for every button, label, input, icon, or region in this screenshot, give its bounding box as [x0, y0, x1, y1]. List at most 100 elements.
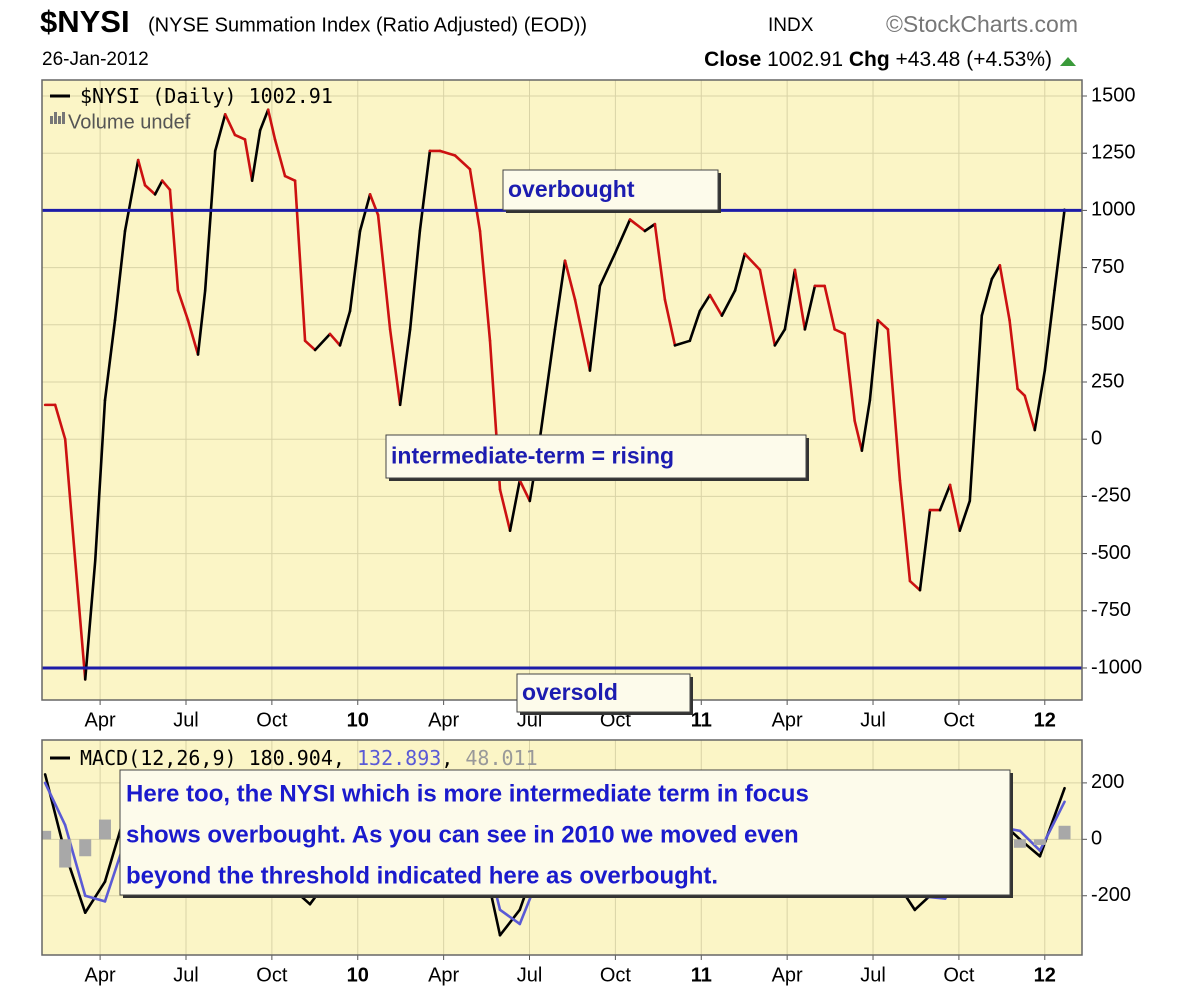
y-tick-label: 0: [1091, 427, 1102, 449]
line-segment: [63, 437, 77, 562]
line-segment: [958, 499, 972, 533]
line-segment: [283, 174, 297, 182]
y-tick-label: 500: [1091, 313, 1124, 335]
line-segment: [136, 158, 147, 187]
line-segment: [418, 149, 432, 233]
date: 26-Jan-2012: [42, 49, 149, 70]
line-segment: [303, 339, 317, 352]
legend: $NYSI (Daily) 1002.91: [80, 84, 333, 108]
line-segment: [918, 508, 932, 592]
line-segment: [1018, 829, 1042, 852]
line-segment: [833, 328, 846, 336]
line-segment: [313, 332, 332, 352]
volume-icon: [58, 116, 61, 124]
line-segment: [93, 398, 107, 562]
x-tick-label: Jul: [517, 964, 543, 986]
line-segment: [803, 284, 817, 331]
legend-separator: ,: [441, 746, 453, 770]
y-tick-label: -1000: [1091, 656, 1142, 678]
histogram-bar: [1033, 839, 1046, 845]
line-segment: [990, 264, 1002, 281]
line-segment: [176, 289, 190, 322]
x-tick-label: Apr: [772, 964, 803, 986]
line-segment: [113, 229, 127, 322]
line-segment: [758, 268, 777, 347]
line-segment: [1016, 387, 1027, 398]
line-segment: [948, 483, 962, 533]
line-segment: [223, 113, 237, 137]
chart-title: $NYSI: [40, 4, 130, 39]
line-segment: [83, 559, 97, 681]
x-tick-label: Oct: [600, 964, 632, 986]
x-tick-label: Apr: [772, 709, 803, 731]
legend-value: 48.011: [465, 746, 537, 770]
line-segment: [793, 268, 807, 331]
chart-subtitle: (NYSE Summation Index (Ratio Adjusted) (…: [148, 14, 587, 36]
line-segment: [743, 252, 762, 272]
line-segment: [388, 328, 402, 407]
annotation-box: [385, 434, 807, 479]
line-segment: [273, 138, 287, 178]
x-tick-label: 12: [1034, 709, 1056, 731]
x-tick-label: Oct: [943, 709, 975, 731]
x-tick-label: Apr: [428, 709, 459, 731]
legend: MACD(12,26,9) 180.904, 132.893, 48.011: [80, 746, 538, 770]
line-segment: [886, 328, 902, 482]
line-segment: [153, 179, 164, 196]
line-segment: [663, 298, 677, 347]
quote: Close 1002.91 Chg +43.48 (+4.53%): [704, 48, 1052, 71]
line-segment: [1053, 208, 1066, 292]
line-segment: [518, 479, 532, 503]
line-segment: [196, 289, 207, 356]
line-segment: [1008, 318, 1019, 391]
x-tick-label: Apr: [428, 964, 459, 986]
y-tick-label: 200: [1091, 771, 1124, 793]
line-segment: [53, 403, 67, 441]
line-segment: [538, 328, 557, 441]
line-segment: [398, 328, 412, 407]
x-tick-label: 11: [691, 709, 712, 731]
line-segment: [508, 479, 522, 533]
line-segment: [83, 880, 107, 914]
note-line: beyond the threshold indicated here as o…: [126, 862, 718, 889]
annotation: overbought: [508, 176, 635, 202]
line-segment: [898, 479, 912, 583]
line-segment: [438, 149, 457, 157]
change-label: Chg: [849, 48, 890, 71]
line-segment: [1033, 369, 1047, 432]
line-segment: [213, 113, 227, 153]
line-segment: [376, 213, 392, 331]
y-tick-label: 1500: [1091, 84, 1136, 106]
line-segment: [998, 264, 1011, 322]
line-segment: [588, 284, 602, 372]
histogram-bar: [59, 839, 72, 868]
legend-separator: ,: [333, 746, 345, 770]
line-segment: [408, 229, 422, 331]
line-segment: [733, 252, 747, 292]
x-tick-label: Apr: [85, 964, 116, 986]
line-segment: [563, 259, 577, 301]
histogram-bar: [1013, 839, 1026, 848]
note-box: [119, 769, 1011, 896]
source: ©StockCharts.com: [886, 11, 1078, 37]
line-segment: [143, 183, 157, 196]
line-segment: [478, 229, 492, 343]
line-segment: [720, 289, 737, 317]
line-segment: [573, 298, 592, 372]
volume-icon: [62, 112, 65, 124]
y-tick-label: -500: [1091, 542, 1131, 564]
y-tick-label: -750: [1091, 599, 1131, 621]
line-segment: [498, 908, 522, 926]
x-tick-label: Jul: [173, 964, 199, 986]
line-segment: [160, 179, 172, 192]
line-segment: [698, 293, 712, 313]
volume-legend: Volume undef: [68, 111, 191, 133]
line-segment: [453, 154, 472, 171]
line-segment: [643, 222, 657, 233]
y-tick-label: 1250: [1091, 141, 1136, 163]
line-segment: [868, 318, 880, 402]
note-line: shows overbought. As you can see in 2010…: [126, 821, 799, 848]
y-tick-label: 250: [1091, 370, 1124, 392]
line-segment: [358, 193, 372, 233]
